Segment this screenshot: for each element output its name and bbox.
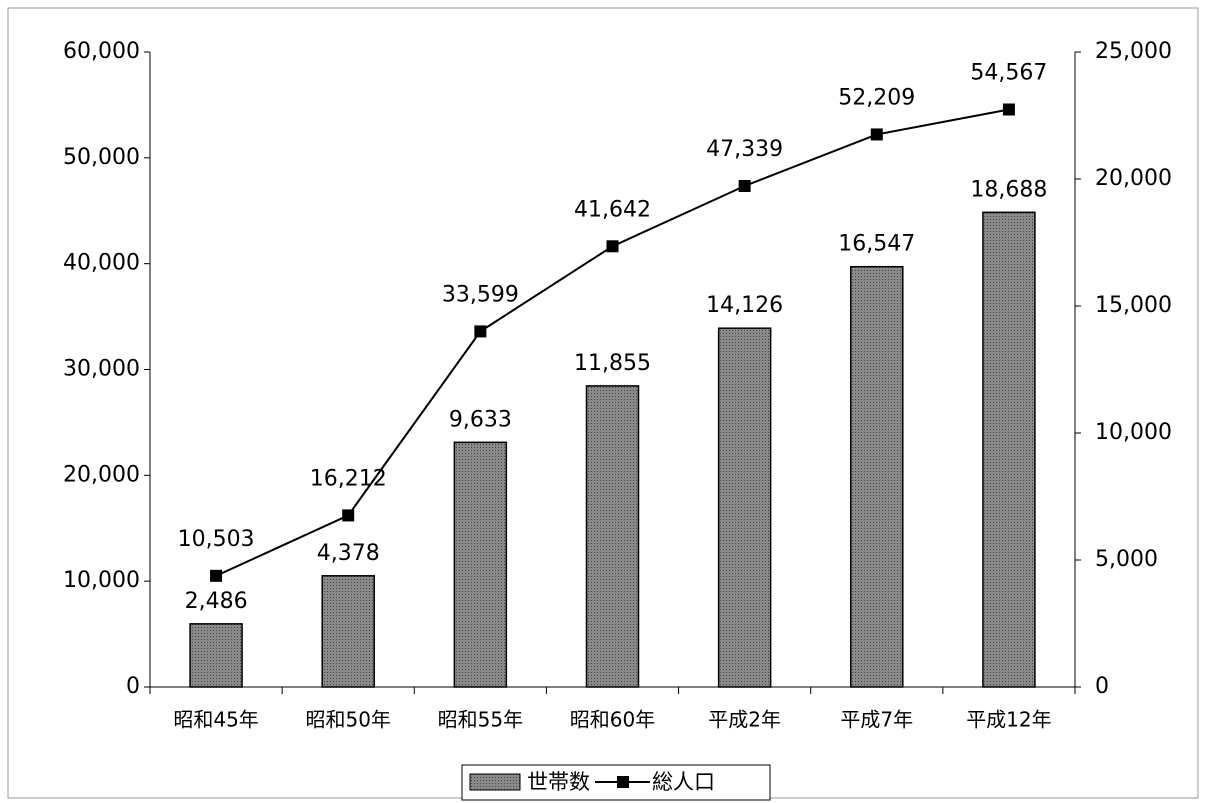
line-label: 52,209 <box>838 85 915 110</box>
y2-tick-label: 10,000 <box>1095 420 1172 445</box>
line-label: 47,339 <box>706 137 783 162</box>
bar <box>585 385 640 688</box>
x-tick-label: 平成7年 <box>840 708 913 732</box>
x-tick-label: 昭和55年 <box>438 708 523 732</box>
y2-tick-label: 5,000 <box>1095 547 1158 572</box>
x-tick-label: 平成12年 <box>966 708 1051 732</box>
bar-label: 11,855 <box>574 351 651 376</box>
bar-label: 16,547 <box>838 232 915 257</box>
marker <box>474 325 487 338</box>
line-label: 33,599 <box>442 282 519 307</box>
legend-swatch <box>469 773 521 791</box>
bar-label: 14,126 <box>706 293 783 318</box>
marker <box>342 509 355 522</box>
x-tick-label: 昭和60年 <box>570 708 655 732</box>
y2-tick-label: 0 <box>1095 674 1109 699</box>
marker <box>870 128 883 141</box>
marker <box>738 179 751 192</box>
legend-label: 総人口 <box>652 770 715 794</box>
y-tick-label: 0 <box>126 674 140 699</box>
line-label: 10,503 <box>178 527 255 552</box>
bar-label: 4,378 <box>317 541 380 566</box>
y2-tick-label: 20,000 <box>1095 166 1172 191</box>
y-tick-label: 50,000 <box>63 145 140 170</box>
legend-marker <box>617 776 629 788</box>
bar <box>189 623 243 688</box>
bar <box>453 441 508 688</box>
y-tick-label: 60,000 <box>63 39 140 64</box>
y2-tick-label: 25,000 <box>1095 39 1172 64</box>
bar-label: 18,688 <box>970 177 1047 202</box>
y-tick-label: 10,000 <box>63 568 140 593</box>
x-tick-label: 昭和45年 <box>173 708 258 732</box>
y-tick-label: 20,000 <box>63 462 140 487</box>
bar <box>982 211 1036 688</box>
line-label: 16,212 <box>310 466 387 491</box>
bar-label: 9,633 <box>449 407 512 432</box>
bar <box>717 327 772 688</box>
marker <box>606 240 619 253</box>
y2-tick-label: 15,000 <box>1095 293 1172 318</box>
y-tick-label: 40,000 <box>63 251 140 276</box>
bar-label: 2,486 <box>185 589 248 614</box>
y-tick-label: 30,000 <box>63 357 140 382</box>
bar <box>321 575 375 688</box>
bar <box>850 265 904 688</box>
x-tick-label: 平成2年 <box>708 708 781 732</box>
legend-label: 世帯数 <box>527 770 590 794</box>
line-label: 54,567 <box>970 60 1047 85</box>
marker <box>1002 103 1015 116</box>
marker <box>210 569 223 582</box>
line-label: 41,642 <box>574 197 651 222</box>
x-tick-label: 昭和50年 <box>305 708 390 732</box>
